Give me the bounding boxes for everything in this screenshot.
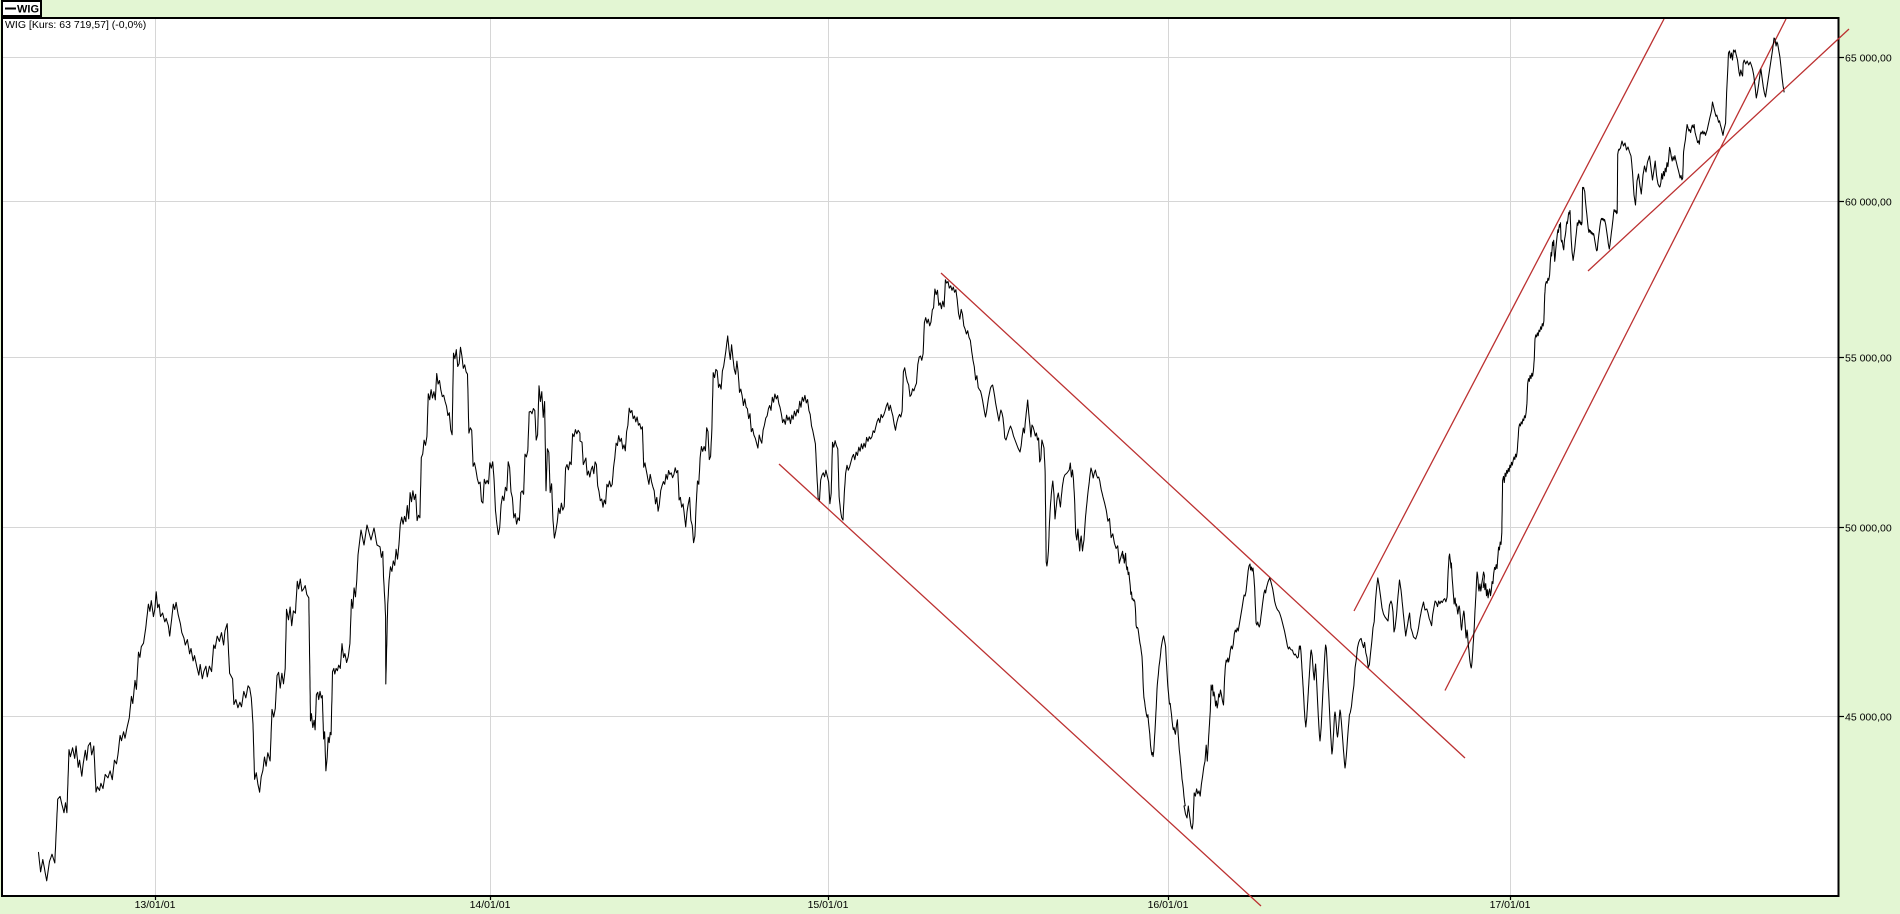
svg-text:55 000,00: 55 000,00: [1845, 353, 1892, 365]
svg-text:WIG [Kurs: 63 719,57] (-0,0%): WIG [Kurs: 63 719,57] (-0,0%): [5, 19, 146, 31]
svg-text:WIG: WIG: [17, 4, 39, 16]
svg-text:45 000,00: 45 000,00: [1845, 712, 1892, 724]
svg-text:15/01/01: 15/01/01: [808, 899, 849, 911]
svg-text:60 000,00: 60 000,00: [1845, 197, 1892, 209]
svg-text:65 000,00: 65 000,00: [1845, 53, 1892, 65]
svg-text:13/01/01: 13/01/01: [135, 899, 176, 911]
svg-text:17/01/01: 17/01/01: [1490, 899, 1531, 911]
svg-text:16/01/01: 16/01/01: [1148, 899, 1189, 911]
svg-text:14/01/01: 14/01/01: [470, 899, 511, 911]
svg-text:50 000,00: 50 000,00: [1845, 523, 1892, 535]
